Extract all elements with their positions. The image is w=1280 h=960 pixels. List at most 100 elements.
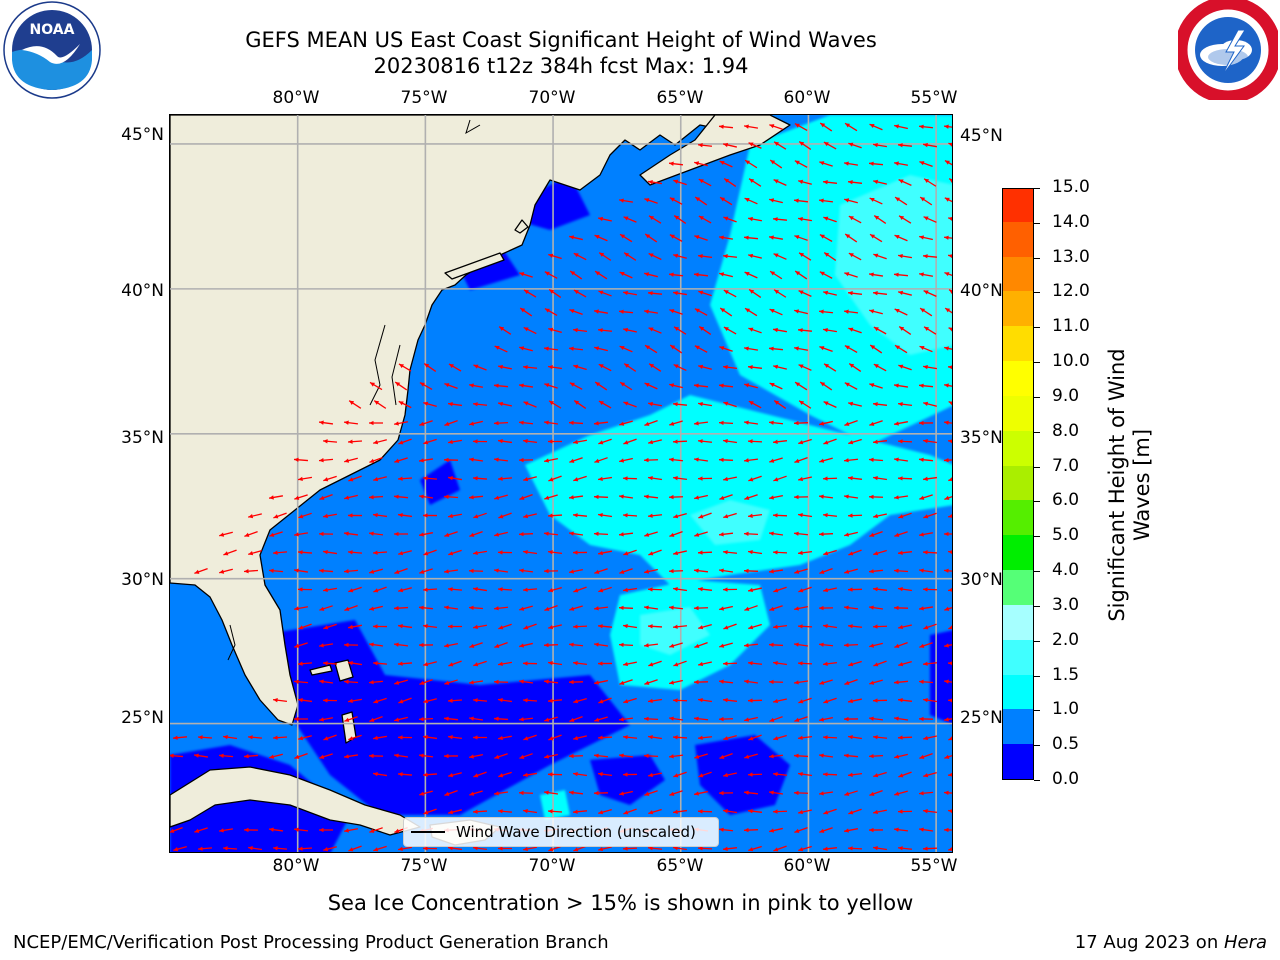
wave-direction-arrow: [573, 586, 587, 593]
wave-direction-arrow: [693, 716, 709, 721]
wave-direction-arrow: [818, 605, 834, 611]
colorbar-tick-label: 12.0: [1052, 281, 1090, 302]
wave-direction-arrow: [722, 438, 738, 444]
wave-direction-arrow: [919, 753, 933, 759]
wave-direction-arrow: [723, 772, 737, 778]
wave-direction-arrow: [923, 216, 937, 223]
wave-direction-arrow: [618, 309, 634, 314]
wave-direction-arrow: [447, 846, 463, 851]
wave-direction-arrow: [943, 790, 952, 795]
wave-direction-arrow: [397, 661, 413, 666]
wave-direction-arrow: [268, 827, 284, 832]
wave-direction-arrow: [593, 494, 609, 500]
wave-direction-arrow: [793, 753, 809, 759]
wave-direction-arrow: [768, 642, 784, 648]
wave-direction-arrow: [922, 142, 938, 148]
wave-direction-arrow: [573, 475, 587, 482]
wave-direction-arrow: [823, 438, 837, 445]
colorbar-segment: [1003, 255, 1033, 292]
wave-direction-arrow: [847, 734, 863, 740]
colorbar-tick-mark: [1034, 605, 1040, 607]
colorbar-tick-mark: [1034, 362, 1040, 364]
colorbar-tick-mark: [1034, 745, 1040, 747]
wave-direction-arrow: [947, 365, 952, 370]
wave-direction-arrow: [573, 400, 587, 409]
wave-direction-arrow: [873, 179, 887, 185]
wave-direction-arrow: [697, 439, 713, 444]
wave-direction-arrow: [519, 642, 533, 648]
wave-direction-arrow: [748, 400, 762, 409]
wave-direction-arrow: [822, 772, 838, 777]
wave-direction-arrow: [944, 606, 952, 611]
wave-direction-arrow: [798, 141, 812, 150]
wave-direction-arrow: [868, 605, 884, 610]
lon-tick-top: 55°W: [910, 88, 958, 108]
wave-direction-arrow: [497, 809, 513, 814]
wave-direction-arrow: [598, 846, 612, 852]
wave-direction-arrow: [497, 587, 513, 592]
wave-direction-arrow: [293, 568, 309, 573]
wave-direction-arrow: [318, 827, 334, 833]
wave-direction-arrow: [943, 124, 952, 129]
wave-direction-arrow: [943, 643, 952, 648]
wave-direction-arrow: [844, 122, 858, 132]
wave-direction-arrow: [268, 495, 284, 500]
wave-direction-arrow: [869, 789, 883, 797]
wave-direction-arrow: [797, 512, 813, 518]
wave-direction-arrow: [868, 494, 884, 500]
wave-direction-arrow: [918, 383, 934, 388]
wave-direction-arrow: [769, 605, 783, 611]
wave-direction-arrow: [672, 402, 688, 407]
wave-direction-arrow: [822, 180, 838, 185]
wave-direction-arrow: [772, 439, 788, 444]
wave-direction-arrow: [772, 327, 788, 333]
wave-direction-arrow: [568, 679, 584, 685]
wave-direction-arrow: [668, 716, 684, 721]
wave-direction-arrow: [194, 568, 208, 574]
wave-direction-arrow: [398, 363, 412, 372]
wave-direction-arrow: [843, 716, 859, 722]
wave-direction-arrow: [822, 623, 838, 629]
lat-tick-right: 30°N: [960, 570, 1003, 590]
wave-direction-arrow: [318, 458, 334, 463]
wave-direction-arrow: [618, 494, 634, 499]
wave-direction-arrow: [843, 494, 859, 499]
wave-direction-arrow: [472, 402, 488, 407]
footer-branch: NCEP/EMC/Verification Post Processing Pr…: [13, 932, 609, 953]
wave-direction-arrow: [723, 326, 737, 335]
wave-direction-arrow: [694, 235, 708, 241]
wave-direction-arrow: [918, 457, 934, 462]
wave-direction-arrow: [848, 549, 862, 556]
colorbar-segment: [1003, 604, 1033, 640]
wave-direction-arrow: [447, 587, 463, 592]
wave-direction-arrow: [773, 364, 787, 370]
wave-direction-arrow: [872, 624, 888, 629]
wave-direction-arrow: [223, 549, 237, 556]
wave-direction-arrow: [422, 846, 438, 851]
wave-direction-arrow: [698, 623, 712, 630]
wave-direction-arrow: [298, 512, 312, 519]
wave-direction-arrow: [622, 735, 638, 740]
wave-direction-arrow: [623, 549, 637, 556]
wave-direction-arrow: [647, 513, 663, 518]
wave-direction-arrow: [293, 827, 309, 832]
wave-direction-arrow: [397, 735, 413, 740]
wave-direction-arrow: [948, 400, 952, 406]
wave-direction-arrow: [819, 567, 833, 575]
wave-direction-arrow: [423, 549, 437, 556]
wave-direction-arrow: [847, 624, 863, 629]
wave-direction-arrow: [469, 531, 483, 537]
wave-direction-arrow: [848, 142, 862, 149]
colorbar: [1002, 188, 1034, 780]
wave-direction-arrow: [948, 477, 952, 482]
colorbar-tick-label: 0.0: [1052, 769, 1080, 789]
wave-direction-arrow: [747, 365, 763, 370]
colorbar-segment: [1003, 429, 1033, 466]
wave-direction-arrow: [823, 401, 837, 408]
wave-direction-arrow: [844, 531, 858, 537]
wave-direction-arrow: [472, 476, 488, 481]
wave-direction-arrow: [948, 847, 952, 851]
wave-direction-arrow: [644, 198, 658, 204]
wave-direction-arrow: [594, 381, 608, 391]
wave-direction-arrow: [894, 344, 908, 354]
